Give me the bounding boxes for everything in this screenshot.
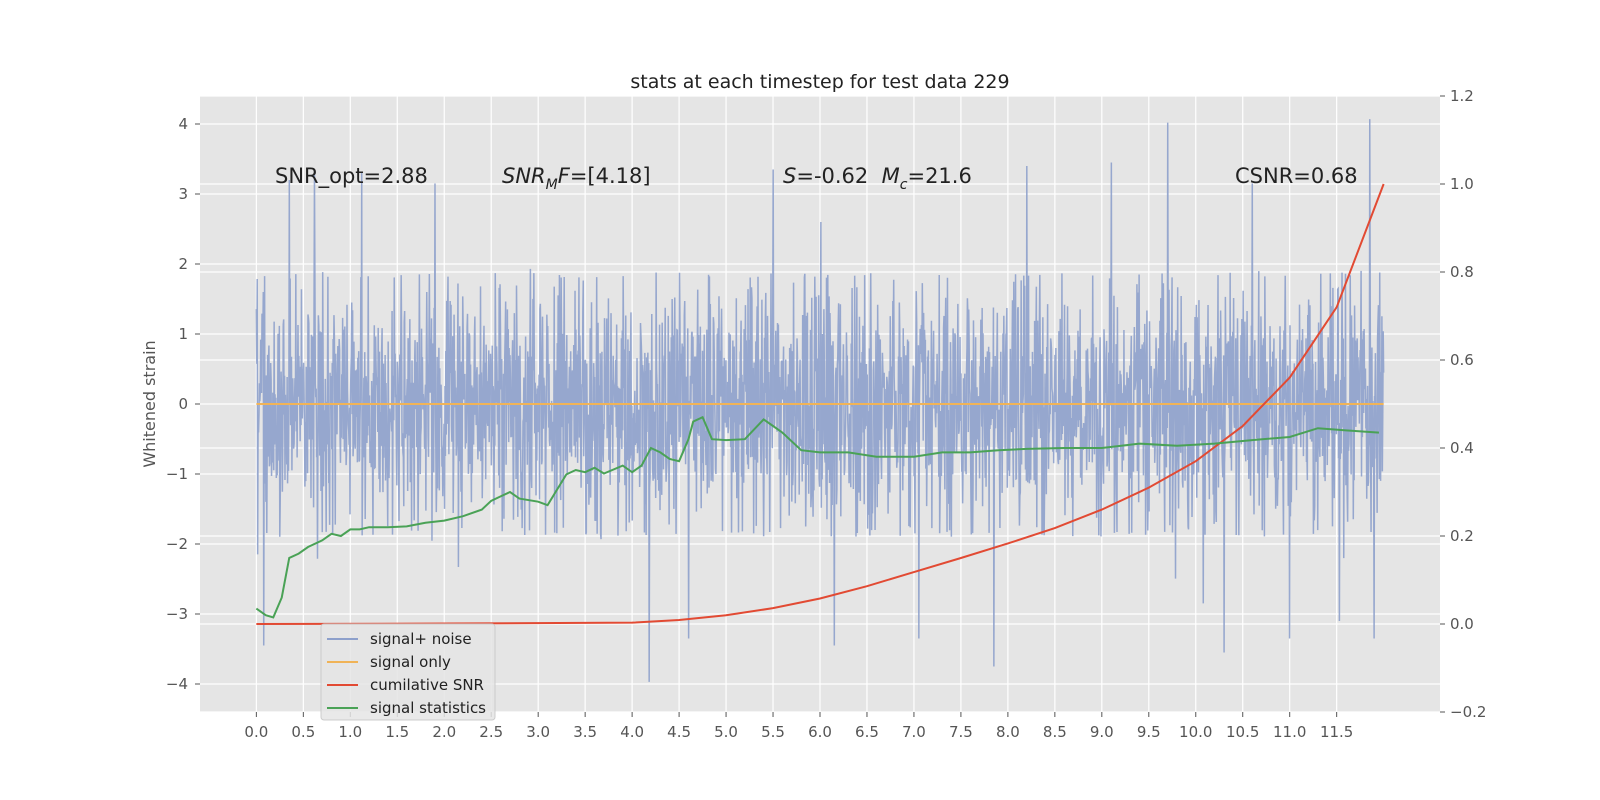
y-tick-label: 4 bbox=[178, 115, 188, 133]
x-tick-label: 6.0 bbox=[808, 723, 832, 741]
y-right-tick-label: 0.2 bbox=[1450, 527, 1474, 545]
y-tick-label: 2 bbox=[178, 255, 188, 273]
y-axis-label: Whitened strain bbox=[140, 340, 159, 467]
annotations: SNR_opt=2.88 SNRMF=[4.18] S=-0.62 Mc=21.… bbox=[275, 164, 1358, 193]
legend: signal+ noise signal only cumilative SNR si… bbox=[320, 623, 496, 721]
annotation-snr-opt: SNR_opt=2.88 bbox=[275, 164, 428, 189]
y-tick-label: 1 bbox=[178, 325, 188, 343]
annotation-snr-mf: SNRMF=[4.18] bbox=[502, 164, 651, 193]
y-tick-label: 0 bbox=[178, 395, 188, 413]
axes: 0.0 0.5 1.0 1.5 2.0 2.5 3.0 3.5 4.0 4.5 5.0 5.5 6.0 6… bbox=[166, 87, 1487, 741]
x-tick-label: 3.0 bbox=[526, 723, 550, 741]
x-tick-label: 8.0 bbox=[996, 723, 1020, 741]
x-tick-label: 10.0 bbox=[1179, 723, 1212, 741]
x-tick-label: 1.0 bbox=[338, 723, 362, 741]
annotation-csnr: CSNR=0.68 bbox=[1235, 164, 1358, 188]
legend-items: signal+ noise signal only cumilative SNR si… bbox=[327, 630, 486, 717]
y-tick-label: −3 bbox=[166, 605, 188, 623]
legend-label-signal-statistics: signal statistics bbox=[370, 699, 486, 717]
x-tick-label: 4.0 bbox=[620, 723, 644, 741]
legend-box bbox=[320, 623, 496, 721]
x-tick-label: 0.5 bbox=[291, 723, 315, 741]
y-right-tick-label: −0.2 bbox=[1450, 703, 1486, 721]
x-tick-label: 4.5 bbox=[667, 723, 691, 741]
x-tick-label: 9.0 bbox=[1090, 723, 1114, 741]
x-tick-label: 7.0 bbox=[902, 723, 926, 741]
series-line-signal-noise bbox=[255, 119, 1385, 682]
x-tick-label: 6.5 bbox=[855, 723, 879, 741]
series-line-signal-statistics bbox=[255, 415, 1380, 619]
y-right-tick-label: 0.0 bbox=[1450, 615, 1474, 633]
x-tick-label: 7.5 bbox=[949, 723, 973, 741]
series-layer bbox=[255, 119, 1385, 682]
x-tick-label: 5.0 bbox=[714, 723, 738, 741]
y-tick-label: −1 bbox=[166, 465, 188, 483]
y-right-tick-label: 0.6 bbox=[1450, 351, 1474, 369]
annotation-spin-chirp-mass: S=-0.62 Mc=21.6 bbox=[783, 164, 972, 193]
legend-label-signal-only: signal only bbox=[370, 653, 451, 671]
y-tick-label: −2 bbox=[166, 535, 188, 553]
y-right-tick-label: 0.4 bbox=[1450, 439, 1474, 457]
x-tick-label: 10.5 bbox=[1226, 723, 1259, 741]
x-tick-label: 11.5 bbox=[1320, 723, 1353, 741]
x-tick-label: 8.5 bbox=[1043, 723, 1067, 741]
x-tick-label: 2.0 bbox=[432, 723, 456, 741]
x-tick-label: 0.0 bbox=[244, 723, 268, 741]
y-tick-label: 3 bbox=[178, 185, 188, 203]
y-tick-label: −4 bbox=[166, 675, 188, 693]
y-right-tick-label: 0.8 bbox=[1450, 263, 1474, 281]
x-tick-label: 5.5 bbox=[761, 723, 785, 741]
legend-label-cumilative-snr: cumilative SNR bbox=[370, 676, 484, 694]
y-right-tick-label: 1.2 bbox=[1450, 87, 1474, 105]
x-tick-label: 11.0 bbox=[1273, 723, 1306, 741]
legend-label-signal-noise: signal+ noise bbox=[370, 630, 472, 648]
chart-title: stats at each timestep for test data 229 bbox=[630, 71, 1009, 93]
x-tick-label: 2.5 bbox=[479, 723, 503, 741]
x-tick-label: 3.5 bbox=[573, 723, 597, 741]
x-tick-label: 9.5 bbox=[1137, 723, 1161, 741]
x-tick-label: 1.5 bbox=[385, 723, 409, 741]
y-right-tick-label: 1.0 bbox=[1450, 175, 1474, 193]
series-line-cumilative-snr bbox=[256, 183, 1385, 625]
